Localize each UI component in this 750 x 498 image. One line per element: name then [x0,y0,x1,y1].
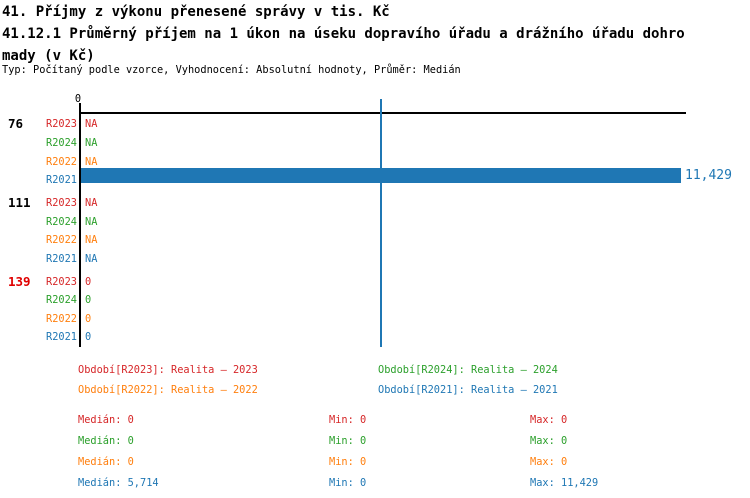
legend-item-r2024: Období[R2024]: Realita – 2024 [378,364,558,376]
stat-median: Medián: 5,714 [78,477,159,489]
series-label: R2024 [46,137,77,149]
value-label: NA [85,234,98,246]
stat-max: Max: 0 [530,435,568,447]
chart-row: R2022 NA [0,156,750,169]
chart-meta: Typ: Počítaný podle vzorce, Vyhodnocení:… [2,64,461,76]
chart-row: R2023 0 [0,276,750,289]
value-label: NA [85,253,98,265]
chart-row: R2021 NA [0,253,750,266]
stat-max: Max: 11,429 [530,477,599,489]
median-line [380,99,382,347]
chart-row: R2022 0 [0,313,750,326]
bar-r2021 [81,168,681,183]
series-label: R2024 [46,216,77,228]
value-label: NA [85,156,98,168]
stat-median: Medián: 0 [78,414,134,426]
series-label: R2022 [46,156,77,168]
series-label: R2022 [46,313,77,325]
chart-subtitle-1: 41.12.1 Průměrný příjem na 1 úkon na úse… [2,26,685,42]
stat-min: Min: 0 [329,477,367,489]
x-axis-zero-tick-label: 0 [74,93,82,105]
stat-min: Min: 0 [329,414,367,426]
value-label: NA [85,118,98,130]
series-label: R2021 [46,331,77,343]
stat-max: Max: 0 [530,414,568,426]
series-label: R2022 [46,234,77,246]
series-label: R2023 [46,197,77,209]
stat-min: Min: 0 [329,435,367,447]
series-label: R2021 [46,174,77,186]
chart-row: R2021 [0,174,750,187]
chart-row: R2021 0 [0,331,750,344]
page-title: 41. Příjmy z výkonu přenesené správy v t… [2,4,390,20]
value-label: NA [85,216,98,228]
chart-row: R2022 NA [0,234,750,247]
bar-value-label: 11,429 [685,168,732,183]
series-label: R2024 [46,294,77,306]
chart-row: R2023 NA [0,118,750,131]
value-label: NA [85,197,98,209]
chart-subtitle-2: mady (v Kč) [2,48,95,64]
legend-item-r2022: Období[R2022]: Realita – 2022 [78,384,258,396]
group-label-76: 76 [8,116,24,131]
value-label: 0 [85,313,92,325]
value-label: NA [85,137,98,149]
legend-item-r2023: Období[R2023]: Realita – 2023 [78,364,258,376]
series-label: R2023 [46,276,77,288]
value-label: 0 [85,276,92,288]
series-label: R2021 [46,253,77,265]
value-label: 0 [85,331,92,343]
group-label-111: 111 [8,195,31,210]
series-label: R2023 [46,118,77,130]
chart-row: R2024 NA [0,137,750,150]
stat-median: Medián: 0 [78,456,134,468]
chart-row: R2024 0 [0,294,750,307]
stat-min: Min: 0 [329,456,367,468]
x-axis-line [80,112,686,114]
legend-item-r2021: Období[R2021]: Realita – 2021 [378,384,558,396]
group-label-139: 139 [8,274,31,289]
stat-median: Medián: 0 [78,435,134,447]
chart-row: R2023 NA [0,197,750,210]
value-label: 0 [85,294,92,306]
chart-row: R2024 NA [0,216,750,229]
y-axis-spine [79,103,81,347]
stat-max: Max: 0 [530,456,568,468]
